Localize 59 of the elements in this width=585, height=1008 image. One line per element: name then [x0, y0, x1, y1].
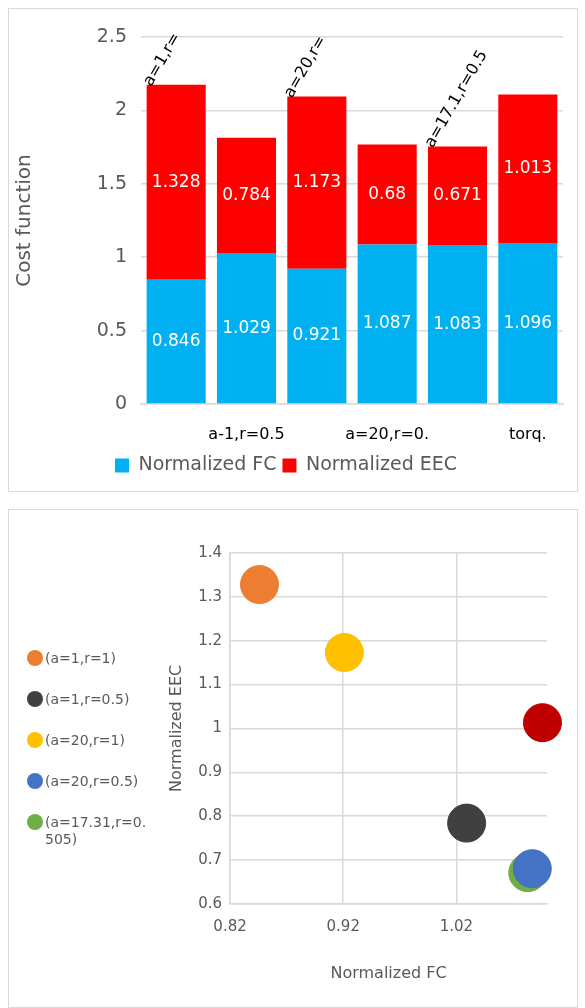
- point: [239, 565, 279, 605]
- legend-label: (a=1,r=0.5): [45, 691, 130, 708]
- y-tick-label: 0.8: [198, 805, 223, 824]
- y-tick-label: 0: [114, 390, 127, 413]
- x-tick-label: a=20,r=0.: [345, 424, 430, 444]
- legend-label: (a=20,r=1): [45, 732, 125, 749]
- x-tick-label: a-1,r=0.5: [208, 424, 285, 444]
- bar: [146, 84, 206, 280]
- y-tick-label: 0.6: [198, 893, 223, 912]
- x-tick-label: torq.: [509, 424, 547, 444]
- bar: [216, 252, 277, 404]
- bar: [498, 243, 558, 404]
- bar: [216, 137, 277, 253]
- legend-label: (a=1,r=1): [45, 650, 116, 667]
- data-label: 1.096: [503, 311, 553, 332]
- data-label: 1.013: [503, 157, 553, 178]
- x-tick-label: 1.02: [439, 916, 474, 935]
- data-label: 0.846: [151, 329, 201, 350]
- bar: [427, 146, 488, 246]
- data-label: 0.784: [222, 183, 271, 204]
- legend-label: Normalized EEC: [305, 452, 458, 475]
- bar: [357, 244, 417, 404]
- data-label: 1.087: [362, 312, 412, 333]
- point: [522, 703, 562, 743]
- y-tick-label: 1.2: [198, 630, 223, 649]
- data-label: 0.921: [292, 324, 342, 345]
- bar: [427, 245, 488, 404]
- data-label: 1.029: [222, 316, 271, 337]
- data-label: 1.328: [151, 170, 201, 191]
- y-tick-label: 2.5: [96, 23, 127, 46]
- y-tick-label: 1.3: [198, 586, 223, 605]
- y-tick-label: 1.1: [198, 674, 223, 693]
- bar: [357, 144, 417, 245]
- point: [324, 633, 364, 673]
- data-label: 0.68: [368, 182, 407, 203]
- y-tick-label: 0.9: [198, 762, 223, 781]
- legend-label: (a=20,r=0.5): [45, 773, 139, 790]
- y-tick-label: 1.5: [96, 170, 127, 193]
- bar: [498, 94, 558, 244]
- x-tick-label: 0.92: [326, 916, 360, 935]
- y-tick-label: 0.7: [198, 849, 223, 868]
- y-axis-title: Cost function: [11, 154, 36, 287]
- data-label: 0.671: [433, 184, 482, 205]
- y-axis-title: Normalized EEC: [165, 664, 185, 793]
- y-tick-label: 0.5: [96, 317, 127, 340]
- legend-label: (a=17.31,r=0.505): [45, 814, 148, 848]
- y-tick-label: 1: [212, 718, 223, 737]
- legend-label: Normalized FC: [138, 452, 277, 475]
- x-tick-label: 0.82: [213, 916, 247, 935]
- bar: [287, 268, 347, 404]
- x-axis-title: Normalized FC: [330, 962, 447, 982]
- bar: [146, 279, 206, 404]
- data-label: 1.083: [433, 312, 482, 333]
- bar: [287, 96, 347, 269]
- point: [447, 803, 487, 843]
- y-tick-label: 2: [114, 97, 127, 120]
- y-tick-label: 1.4: [198, 542, 223, 561]
- data-label: 1.173: [292, 171, 342, 192]
- y-tick-label: 1: [114, 244, 127, 267]
